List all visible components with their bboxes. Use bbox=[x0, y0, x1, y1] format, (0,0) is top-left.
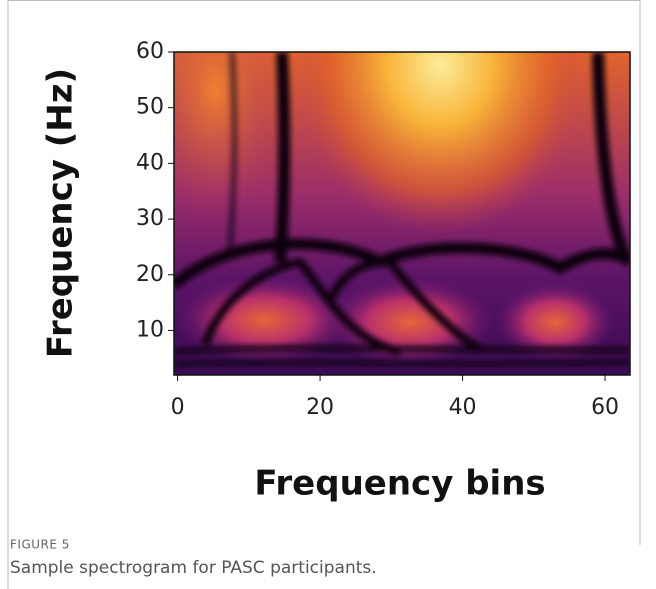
x-tick-label: 0 bbox=[171, 395, 185, 420]
x-tick-label: 20 bbox=[306, 395, 334, 420]
y-tick-label: 40 bbox=[136, 150, 164, 175]
y-tick-label: 50 bbox=[136, 95, 164, 120]
x-tick-label: 40 bbox=[449, 395, 477, 420]
x-axis-label: Frequency bins bbox=[254, 464, 545, 504]
y-tick-label: 30 bbox=[136, 206, 164, 231]
plot-frame bbox=[173, 51, 631, 376]
y-tick-label: 60 bbox=[136, 39, 164, 64]
y-axis-label: Frequency (Hz) bbox=[41, 68, 81, 358]
caption-label: FIGURE 5 bbox=[10, 538, 70, 552]
caption-text: Sample spectrogram for PASC participants… bbox=[10, 558, 377, 578]
spectrogram-image bbox=[174, 52, 630, 375]
y-tick-label: 10 bbox=[136, 317, 164, 342]
y-tick-label: 20 bbox=[136, 262, 164, 287]
x-tick-label: 60 bbox=[591, 395, 619, 420]
